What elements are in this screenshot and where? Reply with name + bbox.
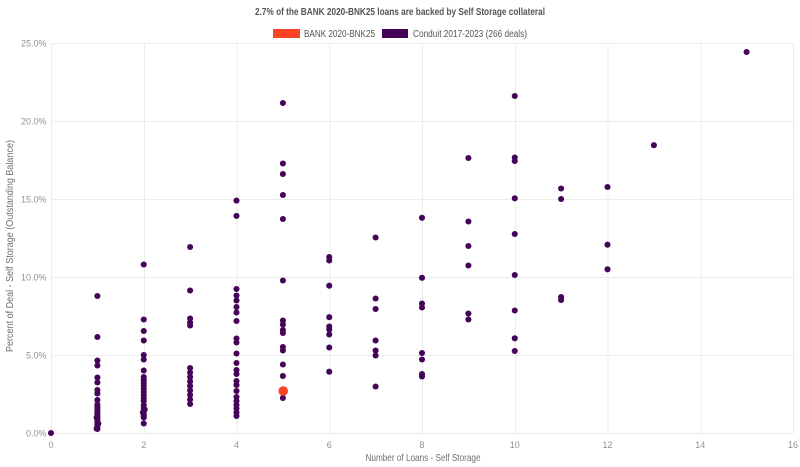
svg-text:0.0%: 0.0% xyxy=(26,429,47,439)
svg-text:20.0%: 20.0% xyxy=(21,117,47,127)
svg-text:14: 14 xyxy=(695,440,705,450)
svg-text:15.0%: 15.0% xyxy=(21,195,47,205)
svg-text:BANK 2020-BNK25: BANK 2020-BNK25 xyxy=(304,29,375,40)
svg-text:2: 2 xyxy=(141,440,146,450)
svg-text:Percent of Deal - Self Storage: Percent of Deal - Self Storage (Outstand… xyxy=(5,140,16,352)
svg-text:16: 16 xyxy=(788,440,798,450)
svg-text:10.0%: 10.0% xyxy=(21,273,47,283)
svg-text:4: 4 xyxy=(234,440,239,450)
svg-text:0: 0 xyxy=(48,440,53,450)
svg-text:10: 10 xyxy=(510,440,520,450)
svg-text:12: 12 xyxy=(602,440,612,450)
svg-text:2.7% of the BANK 2020-BNK25 lo: 2.7% of the BANK 2020-BNK25 loans are ba… xyxy=(255,6,545,18)
svg-text:5.0%: 5.0% xyxy=(26,351,47,361)
svg-text:Number of Loans - Self Storage: Number of Loans - Self Storage xyxy=(366,453,481,464)
svg-text:25.0%: 25.0% xyxy=(21,39,47,49)
svg-text:Conduit 2017-2023 (266 deals): Conduit 2017-2023 (266 deals) xyxy=(413,29,527,40)
svg-text:6: 6 xyxy=(327,440,332,450)
svg-text:8: 8 xyxy=(419,440,424,450)
